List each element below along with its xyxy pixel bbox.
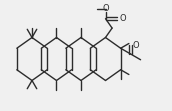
Text: O: O [102,4,109,13]
Text: O: O [119,14,126,23]
Text: O: O [132,41,139,50]
